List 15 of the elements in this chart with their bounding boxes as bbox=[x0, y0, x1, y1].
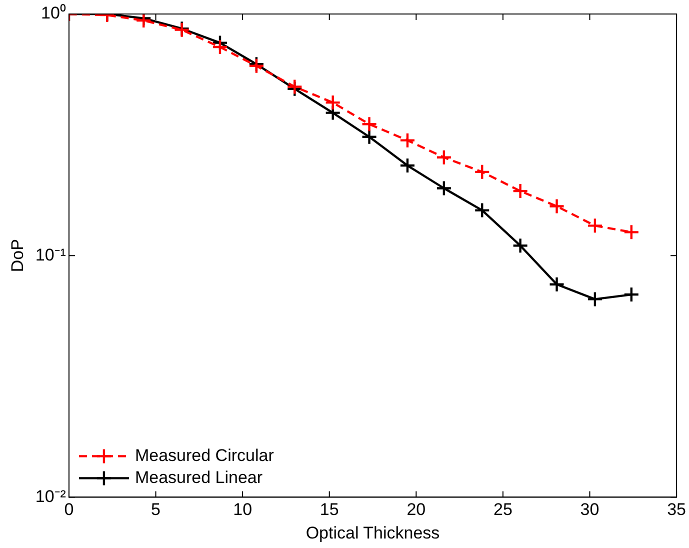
x-tick-label: 25 bbox=[493, 500, 512, 520]
x-tick-label: 5 bbox=[151, 500, 160, 520]
x-axis-title: Optical Thickness bbox=[306, 523, 440, 542]
y-tick-label: 10⁻¹ bbox=[35, 245, 66, 264]
y-tick-label: 10⁰ bbox=[41, 4, 66, 23]
x-tick-label: 30 bbox=[580, 500, 600, 520]
y-axis-title: DoP bbox=[8, 239, 27, 272]
legend-label: Measured Circular bbox=[134, 446, 274, 465]
x-tick-label: 0 bbox=[64, 500, 74, 520]
y-tick-label: 10⁻² bbox=[35, 486, 66, 506]
x-tick-label: 20 bbox=[406, 500, 426, 520]
legend-label: Measured Linear bbox=[134, 468, 263, 487]
x-tick-label: 35 bbox=[667, 500, 686, 520]
x-tick-label: 15 bbox=[320, 500, 339, 520]
x-tick-label: 10 bbox=[233, 500, 252, 520]
